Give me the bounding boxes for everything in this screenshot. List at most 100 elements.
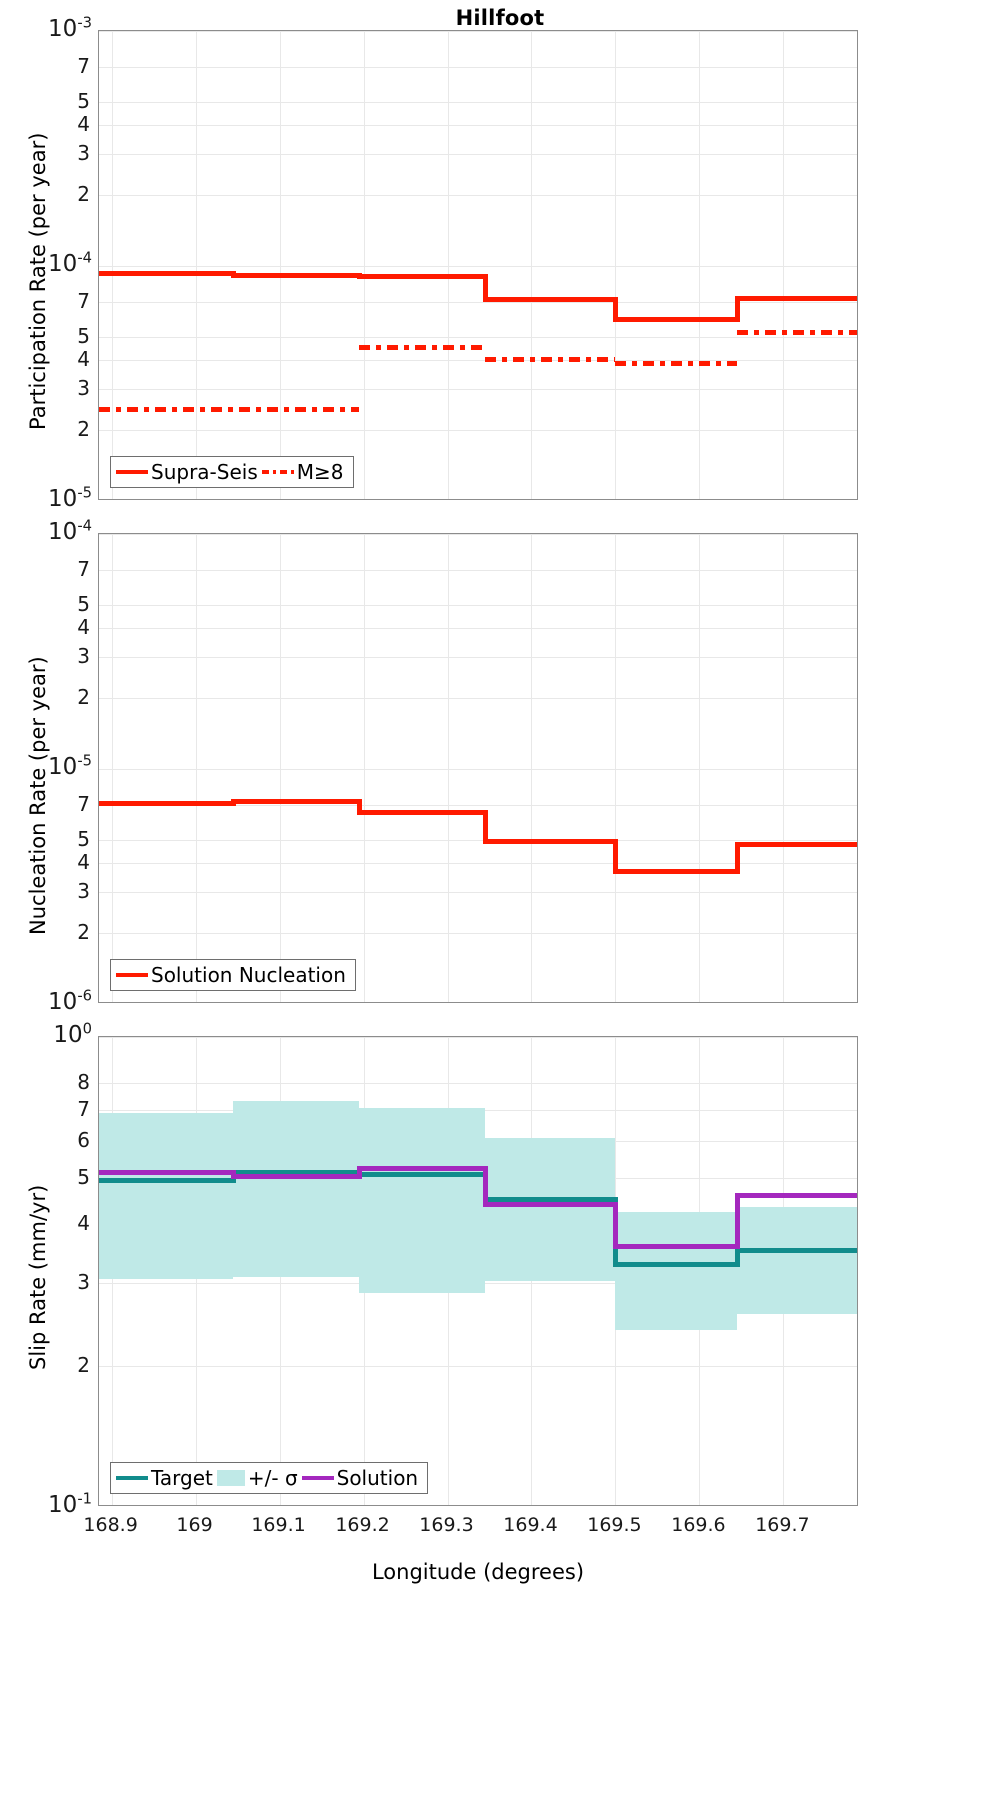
y-tick-label-minor: 3 bbox=[77, 878, 90, 903]
gridline-horizontal bbox=[99, 605, 857, 606]
legend-label: M≥8 bbox=[296, 460, 344, 484]
gridline-vertical bbox=[280, 31, 281, 499]
gridline-horizontal bbox=[99, 337, 857, 338]
uncertainty-band-segment bbox=[359, 1108, 486, 1294]
data-step-segment bbox=[615, 317, 738, 323]
data-step-segment bbox=[737, 842, 857, 848]
gridline-horizontal bbox=[99, 31, 857, 32]
data-step-riser bbox=[612, 297, 618, 323]
y-tick-label-major: 10-6 bbox=[48, 987, 92, 1015]
y-tick-label-minor: 7 bbox=[77, 289, 90, 314]
data-step-riser bbox=[734, 295, 740, 323]
gridline-vertical bbox=[615, 31, 616, 499]
gridline-vertical bbox=[280, 534, 281, 1002]
data-step-segment bbox=[485, 297, 616, 303]
data-step-segment bbox=[99, 270, 234, 276]
legend-entry[interactable]: +/- σ bbox=[216, 1466, 302, 1490]
gridline-vertical bbox=[448, 31, 449, 499]
data-step-segment bbox=[233, 1169, 360, 1175]
gridline-horizontal bbox=[99, 360, 857, 361]
gridline-vertical bbox=[112, 534, 113, 1002]
panel-participation-rate bbox=[98, 30, 858, 500]
legend-slip-rate[interactable]: Target +/- σ Solution bbox=[110, 1462, 429, 1494]
gridline-vertical bbox=[196, 31, 197, 499]
y-tick-label-minor: 8 bbox=[77, 1069, 90, 1094]
gridline-horizontal bbox=[99, 125, 857, 126]
gridline-vertical bbox=[364, 534, 365, 1002]
gridline-horizontal bbox=[99, 657, 857, 658]
data-step-segment bbox=[359, 1171, 486, 1177]
data-step-riser bbox=[612, 1202, 618, 1250]
data-step-segment bbox=[485, 1197, 616, 1203]
uncertainty-band-segment bbox=[737, 1206, 857, 1314]
y-tick-label-minor: 3 bbox=[77, 643, 90, 668]
gridline-vertical bbox=[196, 534, 197, 1002]
panel-slip-rate bbox=[98, 1036, 858, 1506]
gridline-horizontal bbox=[99, 933, 857, 934]
data-step-riser bbox=[356, 273, 362, 280]
x-tick-label: 169.5 bbox=[587, 1514, 642, 1536]
y-tick-label-major: 100 bbox=[53, 1020, 92, 1048]
gridline-horizontal bbox=[99, 195, 857, 196]
gridline-vertical bbox=[531, 534, 532, 1002]
y-tick-label-minor: 3 bbox=[77, 375, 90, 400]
y-tick-label-minor: 4 bbox=[77, 111, 90, 136]
y-tick-label-minor: 7 bbox=[77, 54, 90, 79]
y-tick-label-minor: 7 bbox=[77, 792, 90, 817]
data-step-segment bbox=[359, 1166, 486, 1172]
data-step-segment bbox=[99, 407, 360, 413]
data-step-segment bbox=[99, 1178, 234, 1184]
data-step-riser bbox=[356, 1166, 362, 1179]
gridline-horizontal bbox=[99, 698, 857, 699]
x-tick-label: 169.1 bbox=[251, 1514, 306, 1536]
data-step-riser bbox=[612, 839, 618, 875]
legend-entry[interactable]: M≥8 bbox=[261, 460, 348, 484]
uncertainty-band-segment bbox=[233, 1101, 360, 1278]
data-step-riser bbox=[734, 842, 740, 875]
data-step-segment bbox=[359, 274, 486, 280]
y-tick-label-minor: 2 bbox=[77, 417, 90, 442]
gridline-horizontal bbox=[99, 102, 857, 103]
gridline-horizontal bbox=[99, 67, 857, 68]
gridline-vertical bbox=[783, 534, 784, 1002]
data-step-segment bbox=[485, 357, 616, 363]
data-step-segment bbox=[485, 839, 616, 845]
gridline-vertical bbox=[112, 31, 113, 499]
legend-entry[interactable]: Supra-Seis bbox=[116, 460, 262, 484]
y-tick-label-major: 10-5 bbox=[48, 484, 92, 512]
y-tick-label-minor: 6 bbox=[77, 1128, 90, 1153]
legend-nucleation-rate[interactable]: Solution Nucleation bbox=[110, 959, 356, 991]
legend-participation-rate[interactable]: Supra-Seis M≥8 bbox=[110, 456, 354, 488]
legend-entry[interactable]: Solution bbox=[301, 1466, 422, 1490]
y-tick-label-minor: 2 bbox=[77, 182, 90, 207]
data-step-riser bbox=[230, 799, 236, 807]
y-tick-label-minor: 5 bbox=[77, 826, 90, 851]
gridline-horizontal bbox=[99, 1083, 857, 1084]
data-step-riser bbox=[356, 799, 362, 816]
y-tick-label-minor: 5 bbox=[77, 323, 90, 348]
data-step-segment bbox=[615, 360, 738, 366]
x-tick-label: 169.7 bbox=[755, 1514, 810, 1536]
legend-entry[interactable]: Target bbox=[116, 1466, 217, 1490]
x-tick-label: 169.3 bbox=[419, 1514, 474, 1536]
x-tick-label: 168.9 bbox=[83, 1514, 138, 1536]
y-tick-label-minor: 2 bbox=[77, 685, 90, 710]
y-tick-label-minor: 2 bbox=[77, 1352, 90, 1377]
gridline-horizontal bbox=[99, 1037, 857, 1038]
gridline-horizontal bbox=[99, 892, 857, 893]
y-tick-label-major: 10-3 bbox=[48, 14, 92, 42]
data-step-segment bbox=[99, 801, 234, 807]
panel-nucleation-rate bbox=[98, 533, 858, 1003]
data-step-segment bbox=[485, 1202, 616, 1208]
legend-entry[interactable]: Solution Nucleation bbox=[116, 963, 350, 987]
y-tick-label-minor: 7 bbox=[77, 1096, 90, 1121]
legend-label: Solution bbox=[336, 1466, 419, 1490]
x-tick-label: 169.2 bbox=[335, 1514, 390, 1536]
legend-swatch-line-icon bbox=[116, 470, 148, 474]
y-tick-label-major: 10-4 bbox=[48, 517, 92, 545]
gridline-horizontal bbox=[99, 389, 857, 390]
y-tick-label-minor: 5 bbox=[77, 1165, 90, 1190]
data-step-riser bbox=[734, 1247, 740, 1268]
data-step-segment bbox=[737, 1193, 857, 1198]
